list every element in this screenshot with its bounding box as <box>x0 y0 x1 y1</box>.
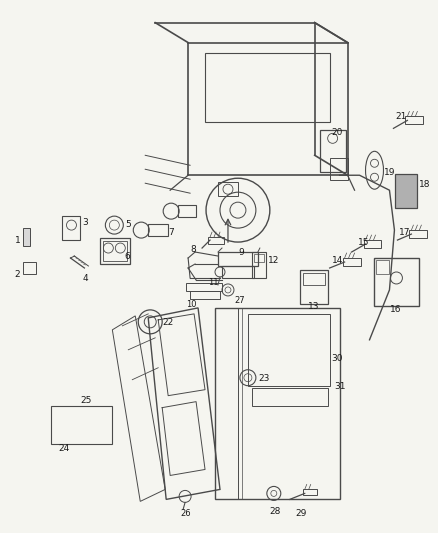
Bar <box>252 252 266 278</box>
Bar <box>23 228 30 246</box>
Bar <box>218 182 238 196</box>
Text: 15: 15 <box>357 238 369 247</box>
Text: 20: 20 <box>332 128 343 138</box>
Bar <box>343 258 360 266</box>
Text: 13: 13 <box>308 302 319 311</box>
Bar <box>254 254 264 262</box>
Text: 19: 19 <box>384 168 395 177</box>
Bar <box>252 387 328 406</box>
Bar <box>218 252 258 266</box>
Text: 24: 24 <box>59 443 70 453</box>
Text: 29: 29 <box>296 510 307 519</box>
Text: 18: 18 <box>419 180 431 189</box>
Text: 23: 23 <box>258 374 269 383</box>
Text: 10: 10 <box>186 300 197 309</box>
Bar <box>410 230 427 238</box>
Text: 12: 12 <box>268 256 279 265</box>
Text: 30: 30 <box>332 354 343 363</box>
Bar <box>374 258 419 306</box>
Text: 27: 27 <box>234 296 244 305</box>
Text: 2: 2 <box>14 270 20 279</box>
Bar <box>190 291 220 299</box>
Text: 26: 26 <box>180 510 191 519</box>
Text: 11: 11 <box>208 278 219 287</box>
Bar <box>23 262 35 274</box>
Bar <box>375 260 389 274</box>
Text: 8: 8 <box>190 245 196 254</box>
Bar <box>186 283 222 291</box>
Text: 6: 6 <box>124 252 130 261</box>
Bar <box>248 314 330 386</box>
Text: 14: 14 <box>332 256 343 265</box>
Bar <box>300 270 328 304</box>
Bar <box>205 53 330 123</box>
Text: 22: 22 <box>162 318 173 327</box>
Text: 28: 28 <box>270 507 281 516</box>
Bar <box>406 116 424 124</box>
Text: 31: 31 <box>335 382 346 391</box>
Bar <box>63 216 81 240</box>
Bar <box>320 131 346 172</box>
Text: 16: 16 <box>389 305 401 314</box>
Text: 9: 9 <box>238 248 244 257</box>
Bar <box>330 158 348 180</box>
Bar <box>364 240 381 248</box>
Text: 21: 21 <box>396 112 407 122</box>
Text: 4: 4 <box>82 274 88 283</box>
Bar <box>222 266 254 278</box>
Text: 5: 5 <box>125 220 131 229</box>
Bar <box>103 241 127 261</box>
Text: 1: 1 <box>14 236 21 245</box>
Bar <box>303 489 317 495</box>
Bar <box>178 205 196 217</box>
Text: 7: 7 <box>168 228 174 237</box>
Bar <box>208 237 224 244</box>
Text: 3: 3 <box>82 218 88 227</box>
Bar <box>50 406 112 443</box>
Bar <box>100 238 130 264</box>
Bar <box>396 174 417 208</box>
Text: 25: 25 <box>81 395 92 405</box>
Text: 17: 17 <box>399 228 411 237</box>
Bar <box>148 224 168 236</box>
Bar <box>303 273 325 285</box>
